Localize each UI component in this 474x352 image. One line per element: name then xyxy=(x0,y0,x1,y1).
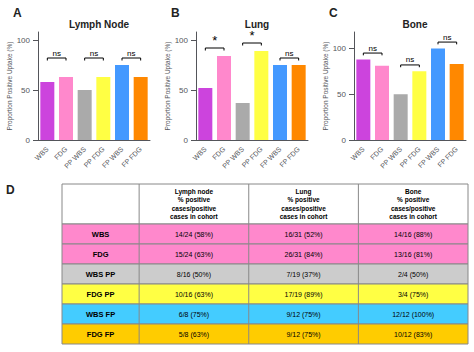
svg-text:Proportion Positive Uptake (%): Proportion Positive Uptake (%) xyxy=(6,42,14,131)
svg-text:cases/positive: cases/positive xyxy=(281,205,326,213)
svg-text:Lymph Node: Lymph Node xyxy=(69,19,130,30)
svg-text:50: 50 xyxy=(21,86,30,95)
svg-text:0: 0 xyxy=(342,136,347,145)
svg-text:A: A xyxy=(13,6,22,20)
svg-text:ns: ns xyxy=(406,55,414,64)
svg-text:100: 100 xyxy=(333,44,347,53)
svg-text:FP WBS: FP WBS xyxy=(258,145,283,170)
svg-text:WBS FP: WBS FP xyxy=(86,310,115,319)
svg-text:26/31 (84%): 26/31 (84%) xyxy=(284,251,322,259)
svg-text:FP FDG: FP FDG xyxy=(120,146,143,169)
svg-text:Lymph node: Lymph node xyxy=(175,188,214,196)
svg-text:17/19 (89%): 17/19 (89%) xyxy=(284,291,322,299)
svg-text:16/31 (52%): 16/31 (52%) xyxy=(284,231,322,239)
svg-text:10/16 (63%): 10/16 (63%) xyxy=(175,291,213,299)
svg-text:PP FDG: PP FDG xyxy=(240,145,264,169)
svg-text:% positive: % positive xyxy=(397,196,430,204)
svg-text:5/8 (63%): 5/8 (63%) xyxy=(179,331,209,339)
svg-text:PP WBS: PP WBS xyxy=(221,145,246,170)
svg-text:ns: ns xyxy=(90,49,98,58)
svg-text:2/4 (50%): 2/4 (50%) xyxy=(398,271,428,279)
svg-text:FDG: FDG xyxy=(53,146,68,161)
svg-text:100: 100 xyxy=(17,36,31,45)
svg-text:WBS: WBS xyxy=(92,230,110,239)
svg-text:FDG PP: FDG PP xyxy=(87,290,115,299)
svg-text:13/16 (81%): 13/16 (81%) xyxy=(394,251,432,259)
svg-text:PP WBS: PP WBS xyxy=(63,145,88,170)
svg-text:14/24 (58%): 14/24 (58%) xyxy=(175,231,213,239)
svg-text:B: B xyxy=(171,6,180,20)
svg-text:7/19 (37%): 7/19 (37%) xyxy=(286,271,320,279)
svg-text:ns: ns xyxy=(368,44,376,53)
svg-text:12/12 (100%): 12/12 (100%) xyxy=(392,311,434,319)
svg-text:FP FDG: FP FDG xyxy=(436,146,459,169)
svg-text:50: 50 xyxy=(179,86,188,95)
svg-text:50: 50 xyxy=(337,90,346,99)
svg-text:Proportion Positive Uptake (%): Proportion Positive Uptake (%) xyxy=(322,42,330,131)
svg-text:*: * xyxy=(249,28,254,43)
svg-text:10/12 (83%): 10/12 (83%) xyxy=(394,331,432,339)
svg-text:3/4 (75%): 3/4 (75%) xyxy=(398,291,428,299)
svg-text:cases in cohort: cases in cohort xyxy=(170,213,219,220)
svg-text:FDG: FDG xyxy=(369,146,384,161)
svg-text:% positive: % positive xyxy=(287,196,320,204)
svg-text:ns: ns xyxy=(127,49,135,58)
svg-text:PP FDG: PP FDG xyxy=(398,145,422,169)
svg-text:100: 100 xyxy=(175,36,189,45)
svg-text:Bone: Bone xyxy=(403,19,428,30)
svg-text:FP WBS: FP WBS xyxy=(100,145,125,170)
svg-text:0: 0 xyxy=(184,136,189,145)
svg-text:cases in cohort: cases in cohort xyxy=(389,213,438,220)
svg-text:cases/positive: cases/positive xyxy=(391,205,436,213)
svg-text:9/12 (75%): 9/12 (75%) xyxy=(286,331,320,339)
svg-text:0: 0 xyxy=(26,136,31,145)
svg-text:cases in cohort: cases in cohort xyxy=(280,213,329,220)
svg-text:8/16 (50%): 8/16 (50%) xyxy=(177,271,211,279)
svg-text:PP WBS: PP WBS xyxy=(379,145,404,170)
svg-text:WBS: WBS xyxy=(192,145,208,161)
svg-text:ns: ns xyxy=(52,49,60,58)
svg-text:Bone: Bone xyxy=(405,188,422,195)
svg-text:cases/positive: cases/positive xyxy=(172,205,217,213)
svg-text:15/24 (63%): 15/24 (63%) xyxy=(175,251,213,259)
svg-text:D: D xyxy=(6,183,15,197)
svg-text:% positive: % positive xyxy=(178,196,211,204)
svg-text:14/16 (88%): 14/16 (88%) xyxy=(394,231,432,239)
svg-text:Proportion Positive Uptake (%): Proportion Positive Uptake (%) xyxy=(164,42,172,131)
svg-text:*: * xyxy=(212,33,217,48)
svg-text:FDG FP: FDG FP xyxy=(87,330,115,339)
svg-text:C: C xyxy=(329,6,338,20)
svg-text:WBS: WBS xyxy=(34,145,50,161)
svg-text:WBS PP: WBS PP xyxy=(86,270,116,279)
svg-text:ns: ns xyxy=(285,49,293,58)
svg-text:6/8 (75%): 6/8 (75%) xyxy=(179,311,209,319)
svg-text:Lung: Lung xyxy=(296,188,312,196)
svg-text:FP FDG: FP FDG xyxy=(278,146,301,169)
svg-text:FDG: FDG xyxy=(211,146,226,161)
svg-text:9/12 (75%): 9/12 (75%) xyxy=(286,311,320,319)
svg-text:PP FDG: PP FDG xyxy=(82,145,106,169)
svg-text:ns: ns xyxy=(443,33,451,42)
svg-text:FP WBS: FP WBS xyxy=(416,145,441,170)
svg-text:FDG: FDG xyxy=(93,250,109,259)
svg-text:WBS: WBS xyxy=(350,145,366,161)
svg-text:Lung: Lung xyxy=(245,19,269,30)
